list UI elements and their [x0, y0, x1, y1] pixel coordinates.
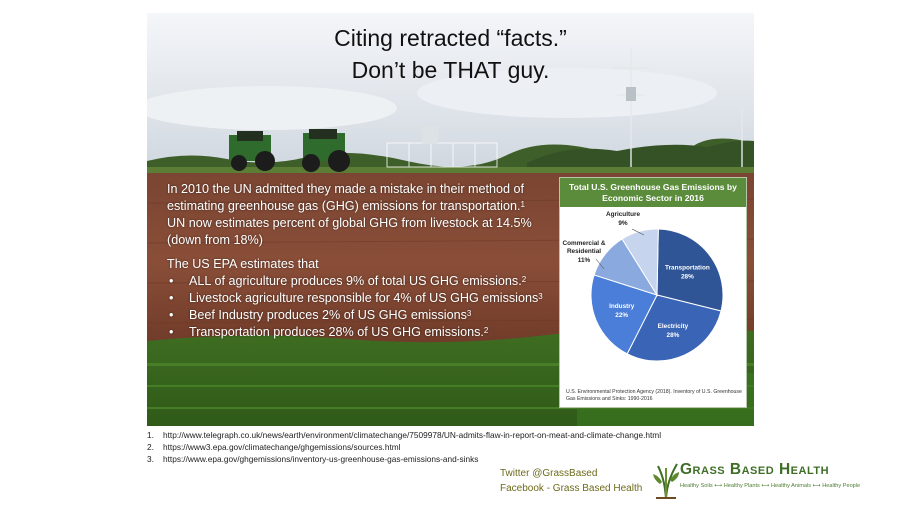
pie-label-2: Industry [609, 303, 635, 310]
chart-title: Total U.S. Greenhouse Gas Emissions by E… [560, 178, 746, 207]
grass-plant-icon [653, 463, 679, 499]
pie-slice-agriculture [621, 228, 659, 297]
pie-chart: Transportation 28% Electricity 28% Industry 2… [563, 211, 724, 362]
pie-label-3b: Residential [567, 248, 601, 255]
slide-title-line-1: Citing retracted “facts.” [334, 25, 567, 51]
pie-value-0: 28% [681, 274, 694, 281]
pie-label-1: Electricity [658, 323, 689, 330]
slide-title-line-2: Don’t be THAT guy. [352, 57, 550, 83]
leader-line-commercial [595, 258, 605, 270]
chart-source: U.S. Environmental Protection Agency (20… [566, 389, 742, 402]
body-text-block: In 2010 the UN admitted they made a mist… [167, 181, 552, 341]
bullet-beef: Beef Industry produces 2% of US GHG emis… [167, 307, 552, 324]
brand-tagline: Healthy Soils ⟷ Healthy Plants ⟷ Healthy… [680, 483, 861, 489]
paragraph-livestock-estimate: UN now estimates percent of global GHG f… [167, 216, 532, 247]
pie-label-3a: Commercial & [563, 240, 606, 247]
pie-slice-electricity [626, 294, 722, 362]
weather-tower [613, 48, 743, 167]
bullet-transportation: Transportation produces 28% of US GHG em… [167, 324, 552, 341]
reference-item: 2. https://www3.epa.gov/climatechange/ghg… [147, 442, 401, 452]
footnote-1: 1 [520, 200, 525, 209]
tractor-left [229, 131, 275, 171]
bullet-livestock: Livestock agriculture responsible for 4%… [167, 290, 552, 307]
twitter-handle[interactable]: Twitter @GrassBased [500, 468, 598, 479]
bullet-agriculture: ALL of agriculture produces 9% of total … [167, 273, 552, 290]
reference-item: 3. https://www.epa.gov/ghgemissions/inven… [147, 454, 479, 464]
pie-value-1: 28% [667, 332, 680, 339]
brand-name: Grass Based Health [680, 461, 830, 478]
epa-intro: The US EPA estimates that [167, 257, 319, 271]
pie-value-3: 11% [578, 257, 591, 264]
paragraph-un-mistake-text: In 2010 the UN admitted they made a mist… [167, 182, 525, 213]
paragraph-un-mistake: In 2010 the UN admitted they made a mist… [167, 181, 552, 215]
facebook-page[interactable]: Facebook - Grass Based Health [500, 483, 643, 494]
fence [386, 142, 498, 168]
reference-link-3[interactable]: https://www.epa.gov/ghgemissions/invento… [163, 454, 479, 464]
pie-slice-transportation [656, 228, 724, 312]
epa-bullet-list: ALL of agriculture produces 9% of total … [167, 273, 552, 341]
pie-label-4: Agriculture [606, 211, 641, 218]
pie-slice-industry [590, 274, 658, 355]
field-photo: Citing retracted “facts.” Don’t be THAT … [147, 13, 754, 426]
pie-value-4: 9% [618, 220, 628, 227]
reference-link-2[interactable]: https://www3.epa.gov/climatechange/ghgem… [163, 442, 401, 452]
reference-link-1[interactable]: http://www.telegraph.co.uk/news/earth/en… [163, 430, 662, 440]
reference-item: 1. http://www.telegraph.co.uk/news/earth/… [147, 430, 662, 440]
references-list: 1. http://www.telegraph.co.uk/news/earth/… [147, 429, 661, 465]
pie-label-0: Transportation [665, 265, 710, 272]
leader-line-agriculture [631, 228, 645, 236]
tractor-right [302, 129, 350, 172]
emissions-chart-panel: Total U.S. Greenhouse Gas Emissions by E… [559, 177, 747, 408]
social-links: Twitter @GrassBased Facebook - Grass Bas… [500, 466, 642, 496]
pie-value-2: 22% [615, 312, 628, 319]
brand-logo: Grass Based Health Healthy Soils ⟷ Healt… [652, 460, 892, 500]
